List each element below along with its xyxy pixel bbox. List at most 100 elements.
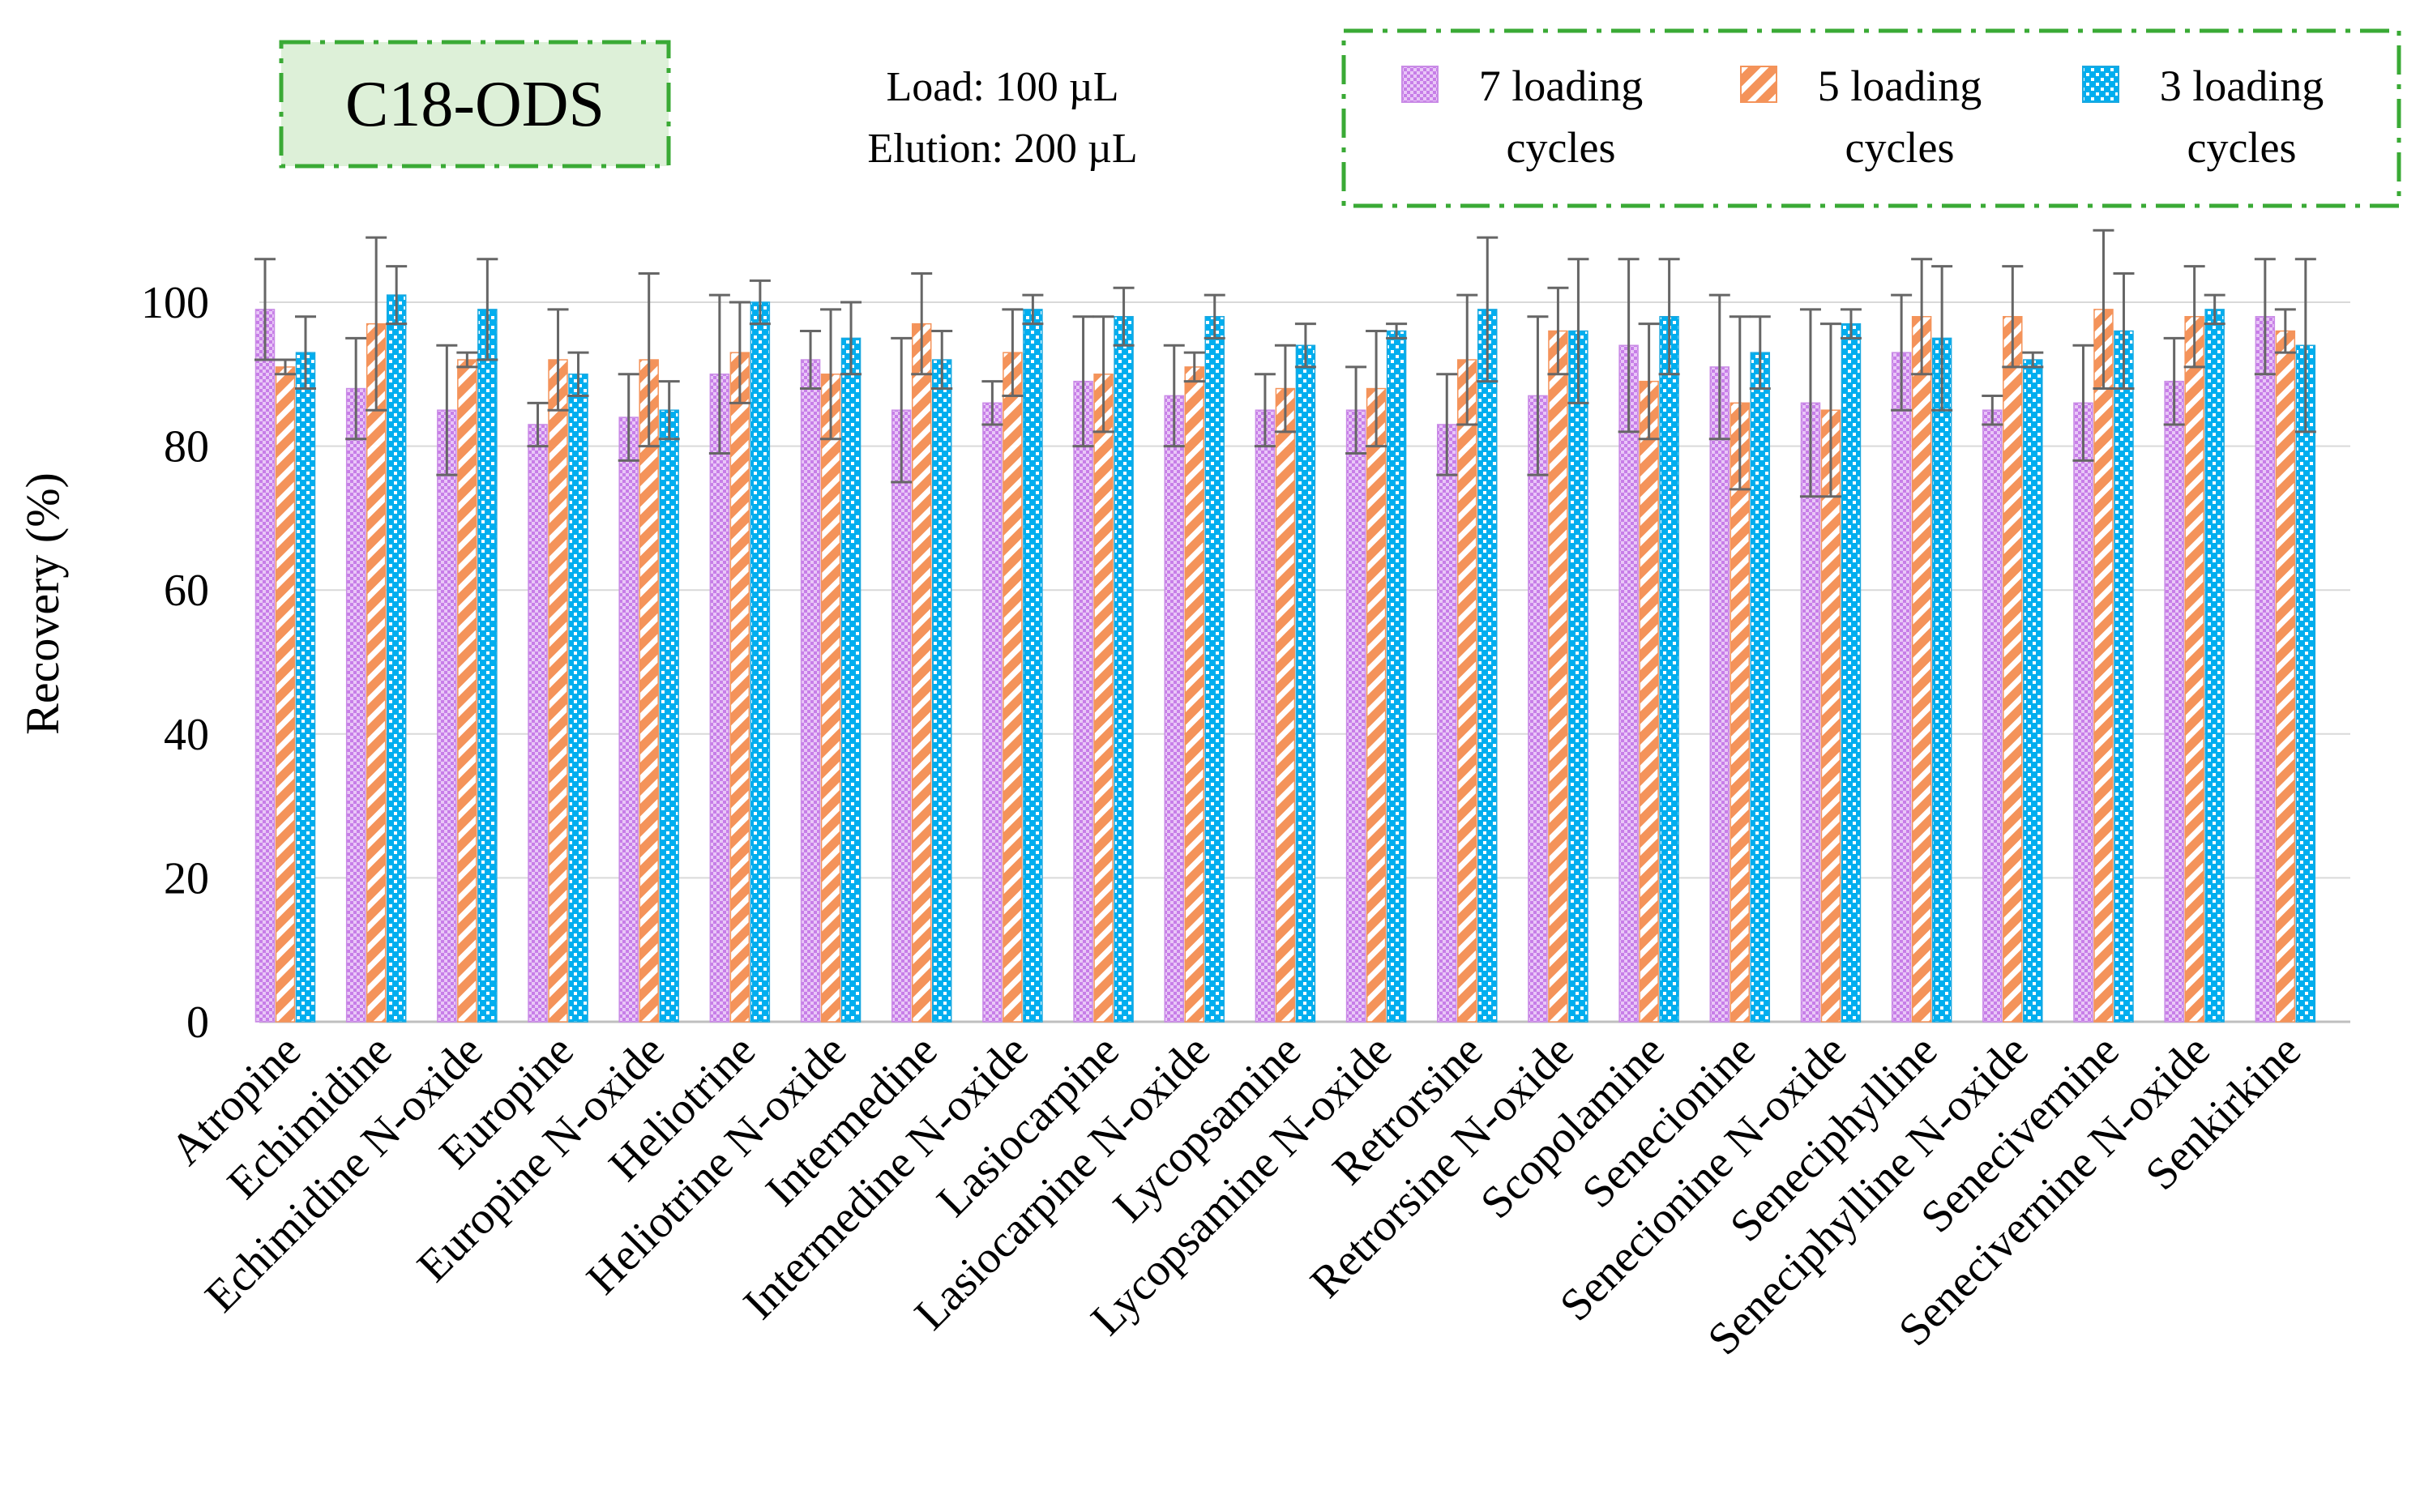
legend-frame xyxy=(1341,28,2401,208)
errorbar-lasiocarpine-n-oxide-series-3 xyxy=(1204,293,1225,340)
legend: 7 loading cycles 5 loading cycles 3 loading c… xyxy=(1341,28,2401,208)
bar-lycopsamine-n-oxide-series-3 xyxy=(1386,330,1407,1023)
legend-label-line2-3: cycles xyxy=(2187,123,2297,172)
bar-intermedine-series-3 xyxy=(931,359,952,1023)
bar-lasiocarpine-n-oxide-series-3 xyxy=(1204,316,1225,1023)
bar-lycopsamine-n-oxide-series-2 xyxy=(1366,387,1387,1023)
errorbar-senecivernine-n-oxide-series-1 xyxy=(2163,336,2185,426)
y-tick-label-80: 80 xyxy=(164,422,209,472)
bar-europine-n-oxide-series-3 xyxy=(659,409,679,1023)
bar-europine-series-2 xyxy=(548,359,568,1023)
bar-atropine-series-2 xyxy=(275,366,296,1023)
bar-lasiocarpine-series-2 xyxy=(1093,374,1114,1023)
bar-intermedine-n-oxide-series-3 xyxy=(1023,309,1043,1023)
errorbar-atropine-series-1 xyxy=(254,258,276,361)
errorbar-europine-n-oxide-series-1 xyxy=(618,373,639,462)
errorbar-senecionine-series-3 xyxy=(1749,315,1771,391)
bar-europine-n-oxide-series-2 xyxy=(639,359,659,1023)
bar-retrorsine-series-1 xyxy=(1437,424,1457,1023)
errorbar-europine-n-oxide-series-2 xyxy=(638,271,660,448)
bar-echimidine-series-1 xyxy=(345,387,366,1023)
errorbar-heliotrine-n-oxide-series-3 xyxy=(840,301,862,376)
errorbar-lycopsamine-series-2 xyxy=(1274,344,1296,434)
legend-entry-3: 3 loading cycles xyxy=(2082,62,2324,172)
bar-lasiocarpine-series-3 xyxy=(1114,316,1134,1023)
bars xyxy=(254,294,2316,1023)
y-axis-label: Recovery (%) xyxy=(16,472,69,735)
bar-intermedine-n-oxide-series-1 xyxy=(982,402,1003,1023)
bar-senecionine-series-3 xyxy=(1750,352,1771,1023)
errorbar-lycopsamine-n-oxide-series-1 xyxy=(1345,365,1367,455)
bar-lycopsamine-n-oxide-series-1 xyxy=(1345,409,1366,1023)
errorbar-europine-series-1 xyxy=(527,401,549,448)
method-annotation: Load: 100 µL Elution: 200 µL xyxy=(867,64,1137,172)
errorbar-senecivernine-series-2 xyxy=(2093,229,2114,391)
errorbar-seneciphylline-series-2 xyxy=(1911,258,1933,376)
bar-echimidine-series-2 xyxy=(366,322,387,1023)
bar-retrorsine-series-3 xyxy=(1477,309,1498,1023)
bar-europine-series-1 xyxy=(528,424,548,1023)
bar-lasiocarpine-series-1 xyxy=(1073,380,1093,1023)
errorbar-europine-series-2 xyxy=(547,308,569,412)
errorbar-seneciphylline-series-1 xyxy=(1891,293,1913,412)
errorbar-retrorsine-n-oxide-series-1 xyxy=(1527,315,1549,476)
bar-seneciphylline-n-oxide-series-3 xyxy=(2023,359,2043,1023)
errorbar-atropine-series-2 xyxy=(275,358,296,376)
errorbar-lasiocarpine-series-2 xyxy=(1092,315,1114,434)
errorbar-seneciphylline-n-oxide-series-3 xyxy=(2022,351,2044,369)
bar-senecionine-n-oxide-series-3 xyxy=(1841,322,1862,1023)
title-box: C18-ODS xyxy=(279,40,671,169)
errorbar-senecivernine-n-oxide-series-2 xyxy=(2183,265,2205,369)
errorbar-lasiocarpine-n-oxide-series-2 xyxy=(1183,351,1205,383)
legend-label-line1-1: 7 loading xyxy=(1479,62,1643,110)
y-tick-label-40: 40 xyxy=(164,710,209,760)
errorbar-seneciphylline-n-oxide-series-2 xyxy=(2002,265,2024,369)
errorbar-lycopsamine-n-oxide-series-3 xyxy=(1386,322,1408,340)
bar-senecionine-n-oxide-series-2 xyxy=(1820,409,1841,1023)
errorbar-echimidine-series-2 xyxy=(366,236,387,412)
errorbar-lasiocarpine-series-1 xyxy=(1072,315,1094,448)
legend-label-line2-1: cycles xyxy=(1507,123,1616,172)
bar-senkirkine-series-1 xyxy=(2255,316,2276,1023)
bar-senecivernine-n-oxide-series-2 xyxy=(2184,316,2204,1023)
bar-retrorsine-series-2 xyxy=(1457,359,1477,1023)
y-tick-label-60: 60 xyxy=(164,566,209,616)
error-bars xyxy=(254,229,2316,498)
errorbar-intermedine-series-3 xyxy=(931,330,953,391)
errorbar-senecionine-n-oxide-series-2 xyxy=(1819,322,1841,498)
legend-label-line1-2: 5 loading xyxy=(1818,62,1982,110)
legend-swatch-2 xyxy=(1740,66,1777,103)
y-axis-ticks: 0 20 40 60 80 100 xyxy=(141,278,209,1048)
errorbar-atropine-series-3 xyxy=(295,315,316,391)
legend-label-line1-3: 3 loading xyxy=(2160,62,2324,110)
bar-intermedine-n-oxide-series-2 xyxy=(1003,352,1023,1023)
errorbar-seneciphylline-series-3 xyxy=(1931,265,1953,412)
bar-senkirkine-series-2 xyxy=(2275,330,2296,1023)
errorbar-intermedine-n-oxide-series-2 xyxy=(1002,308,1024,397)
bar-senkirkine-series-3 xyxy=(2295,344,2316,1023)
errorbar-senkirkine-series-3 xyxy=(2294,258,2316,434)
errorbar-echimidine-n-oxide-series-2 xyxy=(456,351,478,369)
legend-label-line2-2: cycles xyxy=(1845,123,1955,172)
y-tick-label-0: 0 xyxy=(186,997,209,1048)
bar-atropine-series-3 xyxy=(295,352,316,1023)
errorbar-heliotrine-series-3 xyxy=(749,279,771,326)
errorbar-europine-series-3 xyxy=(567,351,589,397)
bar-seneciphylline-series-1 xyxy=(1891,352,1912,1023)
errorbar-senecionine-n-oxide-series-1 xyxy=(1799,308,1821,498)
bar-intermedine-series-1 xyxy=(891,409,912,1023)
bar-lycopsamine-series-1 xyxy=(1255,409,1276,1023)
errorbar-retrorsine-n-oxide-series-2 xyxy=(1547,286,1569,376)
bar-lasiocarpine-n-oxide-series-2 xyxy=(1184,366,1204,1023)
bar-atropine-series-1 xyxy=(254,309,276,1023)
bar-europine-n-oxide-series-1 xyxy=(618,416,639,1023)
errorbar-echimidine-series-1 xyxy=(345,336,367,441)
bar-lycopsamine-series-2 xyxy=(1275,387,1296,1023)
errorbar-lycopsamine-series-1 xyxy=(1254,373,1276,448)
bar-echimidine-n-oxide-series-1 xyxy=(437,409,457,1023)
bar-senecivernine-n-oxide-series-1 xyxy=(2164,380,2184,1023)
y-tick-label-20: 20 xyxy=(164,853,209,903)
errorbar-lasiocarpine-n-oxide-series-1 xyxy=(1163,344,1185,448)
bar-echimidine-series-3 xyxy=(386,294,407,1023)
errorbar-intermedine-series-1 xyxy=(891,336,913,484)
